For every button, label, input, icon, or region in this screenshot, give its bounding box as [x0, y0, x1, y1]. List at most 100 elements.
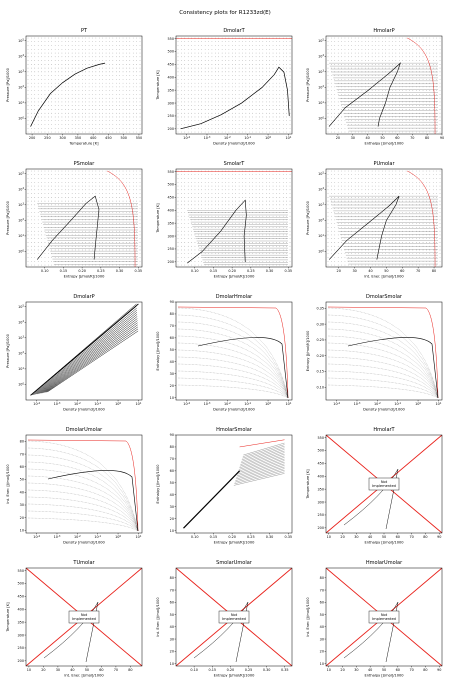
state-point: [78, 131, 80, 133]
state-point: [422, 60, 424, 61]
state-point: [191, 60, 192, 61]
state-point: [201, 37, 203, 39]
state-point: [282, 90, 284, 91]
state-point: [41, 230, 42, 232]
state-point: [54, 82, 56, 84]
state-point: [259, 45, 260, 46]
state-point: [102, 56, 103, 58]
state-point: [211, 227, 213, 228]
state-point: [37, 223, 39, 224]
state-point: [78, 242, 80, 243]
state-point: [371, 94, 373, 95]
state-point: [265, 116, 267, 118]
state-point: [95, 223, 97, 224]
state-point: [75, 234, 76, 236]
state-point: [68, 60, 70, 61]
state-point: [177, 82, 179, 84]
state-point: [184, 260, 186, 262]
state-point: [248, 90, 250, 91]
state-point: [289, 37, 291, 39]
state-point: [262, 82, 264, 84]
state-point: [252, 45, 253, 46]
state-point: [334, 79, 336, 80]
y-tick-label: 400: [168, 75, 174, 79]
state-point: [228, 101, 230, 103]
state-point: [358, 215, 359, 217]
state-point: [78, 120, 80, 121]
state-point: [112, 97, 114, 99]
state-point: [282, 45, 284, 46]
state-point: [419, 82, 420, 84]
state-point: [245, 49, 247, 50]
state-point: [337, 193, 339, 194]
state-point: [211, 94, 213, 95]
state-point: [98, 127, 100, 129]
state-point: [228, 182, 230, 183]
state-point: [184, 227, 186, 228]
state-point: [181, 120, 182, 121]
state-point: [115, 197, 117, 198]
state-point: [272, 234, 274, 236]
state-point: [112, 124, 114, 125]
state-point: [252, 260, 253, 262]
state-point: [426, 101, 427, 103]
state-point: [248, 45, 250, 46]
state-point: [191, 257, 192, 258]
state-point: [327, 131, 329, 133]
state-point: [395, 120, 397, 121]
state-point: [412, 97, 414, 99]
state-point: [34, 185, 36, 187]
state-point: [41, 260, 42, 262]
state-point: [181, 52, 182, 54]
state-points: [327, 170, 441, 266]
state-point: [432, 105, 434, 106]
state-point: [354, 193, 356, 194]
state-point: [375, 79, 376, 80]
state-point: [201, 260, 203, 262]
state-point: [392, 97, 393, 99]
state-point: [276, 249, 277, 251]
state-point: [198, 120, 199, 121]
state-point: [426, 79, 427, 80]
state-point: [78, 116, 80, 118]
state-point: [269, 64, 270, 65]
state-point: [272, 185, 274, 187]
state-point: [78, 189, 80, 191]
state-point: [276, 178, 277, 179]
state-point: [358, 120, 359, 121]
state-point: [232, 223, 233, 224]
state-point: [348, 182, 349, 183]
state-point: [265, 79, 267, 80]
state-point: [136, 105, 137, 106]
state-point: [334, 193, 336, 194]
state-point: [327, 178, 329, 179]
state-point: [95, 41, 97, 43]
state-point: [95, 264, 97, 266]
state-point: [102, 49, 103, 50]
state-point: [88, 182, 90, 183]
state-point: [327, 112, 329, 114]
state-point: [358, 212, 359, 213]
state-point: [181, 79, 182, 80]
state-point: [344, 120, 346, 121]
state-point: [245, 116, 247, 118]
state-point: [85, 219, 86, 221]
state-point: [385, 37, 386, 39]
state-point: [31, 105, 32, 106]
state-point: [194, 215, 196, 217]
state-point: [398, 37, 400, 39]
state-point: [191, 182, 192, 183]
state-point: [272, 253, 274, 254]
state-point: [361, 208, 363, 209]
state-point: [259, 109, 260, 110]
state-point: [88, 260, 90, 262]
state-point: [395, 52, 397, 54]
state-point: [358, 101, 359, 103]
state-points: [27, 170, 141, 266]
state-point: [109, 223, 110, 224]
state-point: [348, 67, 349, 69]
state-point: [368, 97, 370, 99]
state-point: [331, 94, 332, 95]
state-point: [129, 45, 131, 46]
